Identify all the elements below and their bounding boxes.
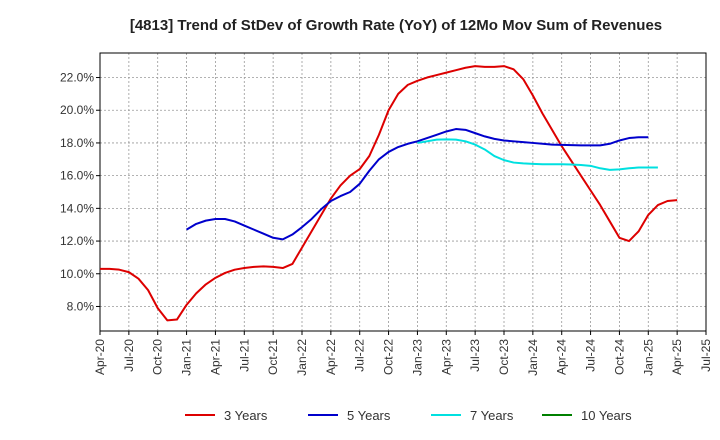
- x-tick-label: Apr-24: [555, 339, 569, 375]
- x-tick-label: Jul-20: [122, 339, 136, 372]
- series-line-5-years: [186, 128, 649, 241]
- x-tick-label: Jan-25: [641, 339, 655, 376]
- y-tick-label: 10.0%: [60, 267, 94, 281]
- plot-frame: [99, 52, 707, 332]
- y-tick-label: 22.0%: [60, 71, 94, 85]
- y-tick-label: 16.0%: [60, 169, 94, 183]
- series-line-7-years: [417, 138, 658, 171]
- x-tick-label: Apr-20: [93, 339, 107, 375]
- x-tick-label: Jul-21: [237, 339, 251, 372]
- legend: 3 Years 5 Years 7 Years 10 Years: [185, 408, 632, 423]
- x-tick-label: Oct-20: [151, 339, 165, 375]
- x-tick-label: Apr-22: [324, 339, 338, 375]
- x-tick-label: Jan-21: [180, 339, 194, 376]
- x-axis-ticks: Apr-20 Jul-20 Oct-20 Jan-21 Apr-21 Jul-21 Oct-…: [93, 331, 713, 376]
- x-tick-label: Oct-21: [266, 339, 280, 375]
- x-tick-label: Jul-22: [353, 339, 367, 372]
- x-tick-label: Apr-25: [670, 339, 684, 375]
- x-tick-label: Jan-22: [295, 339, 309, 376]
- legend-label: 7 Years: [470, 408, 514, 423]
- y-tick-label: 12.0%: [60, 234, 94, 248]
- x-tick-label: Jul-25: [699, 339, 713, 372]
- chart-title: [4813] Trend of StDev of Growth Rate (Yo…: [130, 17, 662, 34]
- series-lines: [100, 65, 678, 322]
- legend-label: 10 Years: [581, 408, 632, 423]
- x-tick-label: Apr-23: [439, 339, 453, 375]
- x-tick-label: Oct-22: [382, 339, 396, 375]
- y-tick-label: 20.0%: [60, 103, 94, 117]
- grid: [99, 53, 707, 331]
- y-tick-label: 14.0%: [60, 201, 94, 215]
- legend-label: 3 Years: [224, 408, 268, 423]
- x-tick-label: Jan-24: [526, 339, 540, 376]
- y-tick-label: 18.0%: [60, 136, 94, 150]
- legend-label: 5 Years: [347, 408, 391, 423]
- x-tick-label: Apr-21: [208, 339, 222, 375]
- y-axis-ticks: 8.0% 10.0% 12.0% 14.0% 16.0% 18.0% 20.0% 22.0%: [60, 71, 100, 313]
- x-tick-label: Jul-23: [468, 339, 482, 372]
- series-line-3-years: [100, 65, 678, 322]
- x-tick-label: Oct-23: [497, 339, 511, 375]
- y-tick-label: 8.0%: [67, 299, 95, 313]
- x-tick-label: Jan-23: [410, 339, 424, 376]
- x-tick-label: Oct-24: [612, 339, 626, 375]
- x-tick-label: Jul-24: [584, 339, 598, 372]
